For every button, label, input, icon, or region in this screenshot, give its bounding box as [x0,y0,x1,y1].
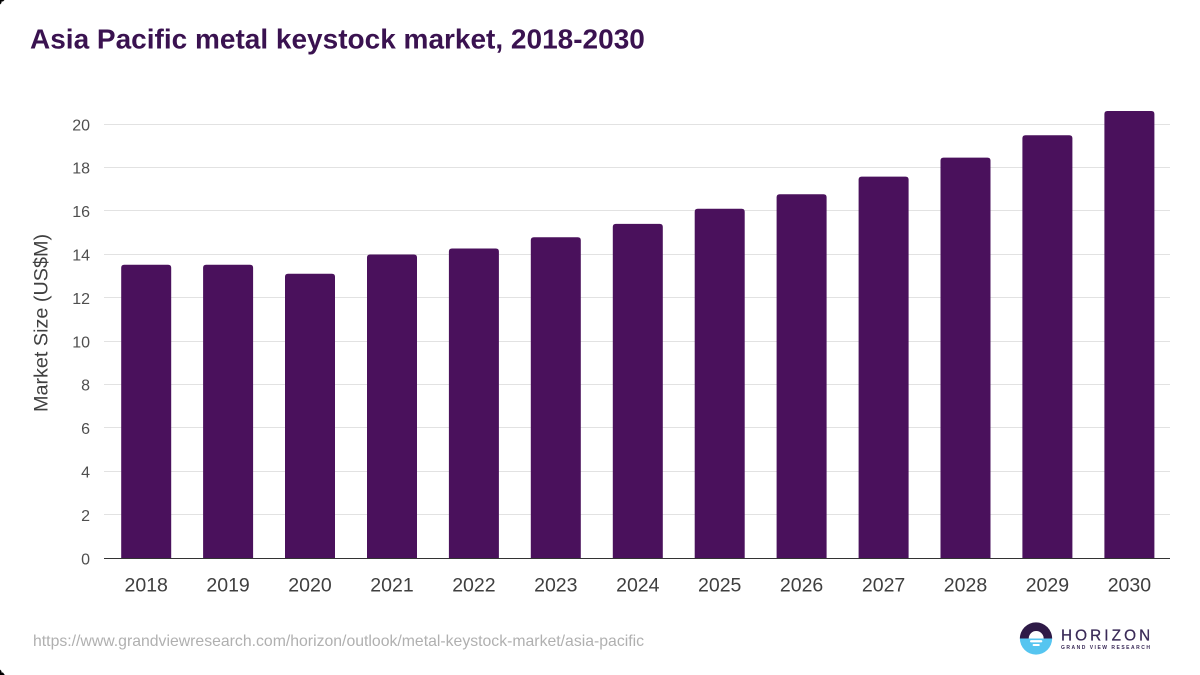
svg-text:12: 12 [72,291,90,308]
svg-text:14: 14 [72,248,90,265]
svg-text:2025: 2025 [698,575,742,597]
svg-text:2026: 2026 [780,575,823,597]
svg-text:HORIZON: HORIZON [1061,627,1153,644]
svg-text:2: 2 [81,508,90,525]
svg-text:8: 8 [81,378,90,395]
svg-text:2027: 2027 [862,575,905,597]
svg-text:10: 10 [72,334,90,351]
svg-text:2024: 2024 [616,575,660,597]
svg-text:6: 6 [81,421,90,438]
svg-text:2023: 2023 [534,575,577,597]
svg-text:Asia Pacific metal keystock ma: Asia Pacific metal keystock market, 2018… [30,24,645,55]
svg-text:2018: 2018 [125,575,168,597]
svg-text:2021: 2021 [370,575,413,597]
svg-text:GRAND VIEW RESEARCH: GRAND VIEW RESEARCH [1061,645,1151,651]
svg-text:4: 4 [81,465,90,482]
svg-text:18: 18 [72,161,90,178]
svg-text:2030: 2030 [1108,575,1152,597]
svg-text:0: 0 [81,551,90,568]
svg-text:2028: 2028 [944,575,987,597]
svg-text:20: 20 [72,117,90,134]
svg-text:2020: 2020 [288,575,332,597]
svg-text:2022: 2022 [452,575,495,597]
svg-text:2029: 2029 [1026,575,1069,597]
svg-text:https://www.grandviewresearch.: https://www.grandviewresearch.com/horizo… [33,633,644,650]
svg-text:Market Size (US$M): Market Size (US$M) [31,234,53,412]
svg-text:16: 16 [72,204,90,221]
svg-text:2019: 2019 [206,575,249,597]
